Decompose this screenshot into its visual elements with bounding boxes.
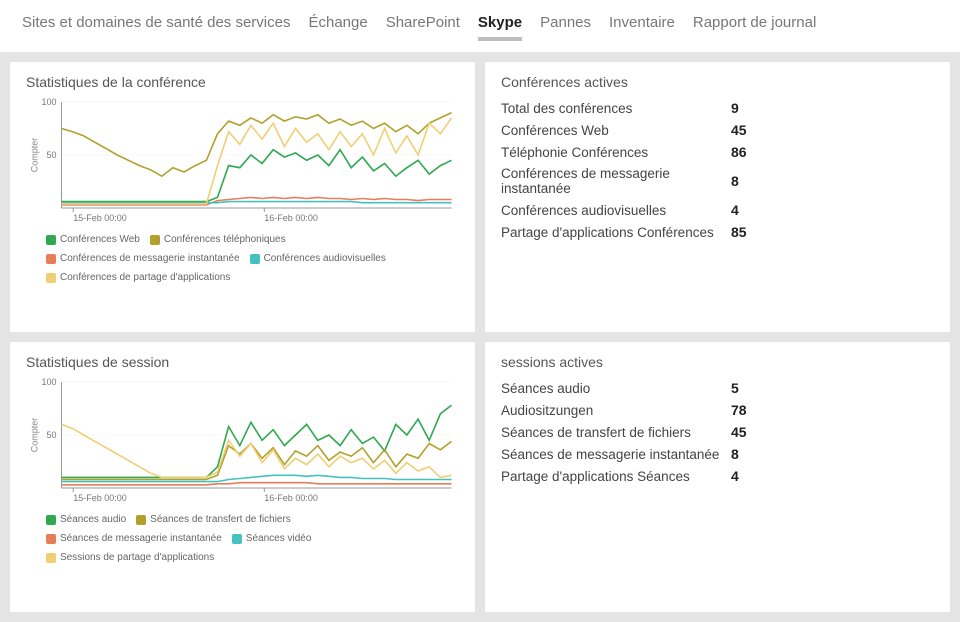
stat-value: 85 xyxy=(731,224,747,240)
session-stats-card: Statistiques de session 50 100 15-Feb 00:0… xyxy=(10,342,475,612)
stat-value: 45 xyxy=(731,424,747,440)
card-title: sessions actives xyxy=(501,354,934,370)
stat-row: Conférences audiovisuelles 4 xyxy=(501,202,934,218)
legend-swatch xyxy=(46,553,56,563)
legend-swatch xyxy=(250,254,260,264)
tab-pannes[interactable]: Pannes xyxy=(540,14,591,41)
legend-item: Conférences audiovisuelles xyxy=(250,251,386,266)
svg-text:Compter: Compter xyxy=(30,138,40,173)
svg-text:50: 50 xyxy=(46,150,56,160)
legend-swatch xyxy=(232,534,242,544)
stat-label: Séances de messagerie instantanée xyxy=(501,447,721,462)
chart-wrap: 50 100 15-Feb 00:00 16-Feb 00:00 Compter Séa… xyxy=(26,376,459,602)
stat-row: Partage d'applications Séances 4 xyxy=(501,468,934,484)
legend-swatch xyxy=(46,534,56,544)
svg-text:16-Feb 00:00: 16-Feb 00:00 xyxy=(264,493,318,503)
stat-value: 86 xyxy=(731,144,747,160)
legend-item: Séances audio xyxy=(46,512,126,527)
tab--change[interactable]: Échange xyxy=(308,14,367,41)
legend-item: Conférences téléphoniques xyxy=(150,232,286,247)
legend-swatch xyxy=(46,254,56,264)
stat-row: Conférences de messagerie instantanée 8 xyxy=(501,166,934,196)
stat-label: Total des conférences xyxy=(501,101,721,116)
card-title: Statistiques de la conférence xyxy=(26,74,459,90)
stat-row: Séances de messagerie instantanée 8 xyxy=(501,446,934,462)
svg-text:100: 100 xyxy=(41,377,56,387)
stat-row: Séances de transfert de fichiers 45 xyxy=(501,424,934,440)
legend-label: Conférences Web xyxy=(60,232,140,247)
legend-swatch xyxy=(46,515,56,525)
svg-text:15-Feb 00:00: 15-Feb 00:00 xyxy=(73,213,127,223)
stat-label: Conférences Web xyxy=(501,123,721,138)
svg-text:Compter: Compter xyxy=(30,418,40,453)
card-title: Statistiques de session xyxy=(26,354,459,370)
active-sessions-card: sessions actives Séances audio 5 Audiositz… xyxy=(485,342,950,612)
stat-label: Partage d'applications Conférences xyxy=(501,225,721,240)
stat-value: 5 xyxy=(731,380,739,396)
stat-value: 8 xyxy=(731,173,739,189)
legend-label: Conférences de messagerie instantanée xyxy=(60,251,240,266)
legend-swatch xyxy=(46,273,56,283)
stat-value: 9 xyxy=(731,100,739,116)
stat-row: Total des conférences 9 xyxy=(501,100,934,116)
legend-label: Séances de transfert de fichiers xyxy=(150,512,291,527)
legend-label: Séances audio xyxy=(60,512,126,527)
stat-value: 78 xyxy=(731,402,747,418)
tab-skype[interactable]: Skype xyxy=(478,14,522,41)
stat-row: Conférences Web 45 xyxy=(501,122,934,138)
stat-row: Audiositzungen 78 xyxy=(501,402,934,418)
legend-item: Sessions de partage d'applications xyxy=(46,550,214,565)
nav-tabs: Sites et domaines de santé des services É… xyxy=(0,0,960,52)
svg-text:16-Feb 00:00: 16-Feb 00:00 xyxy=(264,213,318,223)
conference-legend: Conférences Web Conférences téléphoniques… xyxy=(26,226,459,285)
legend-swatch xyxy=(136,515,146,525)
legend-label: Séances vidéo xyxy=(246,531,312,546)
stat-value: 45 xyxy=(731,122,747,138)
legend-swatch xyxy=(150,235,160,245)
legend-item: Séances de transfert de fichiers xyxy=(136,512,291,527)
dashboard-content: Statistiques de la conférence 50 100 15-Fe… xyxy=(0,52,960,622)
stat-label: Séances de transfert de fichiers xyxy=(501,425,721,440)
svg-text:15-Feb 00:00: 15-Feb 00:00 xyxy=(73,493,127,503)
legend-label: Conférences téléphoniques xyxy=(164,232,286,247)
stat-label: Audiositzungen xyxy=(501,403,721,418)
legend-label: Séances de messagerie instantanée xyxy=(60,531,222,546)
tab-inventaire[interactable]: Inventaire xyxy=(609,14,675,41)
session-legend: Séances audio Séances de transfert de fic… xyxy=(26,506,459,565)
legend-item: Séances de messagerie instantanée xyxy=(46,531,222,546)
session-chart: 50 100 15-Feb 00:00 16-Feb 00:00 Compter xyxy=(26,376,459,506)
tab-rapport-de-journal[interactable]: Rapport de journal xyxy=(693,14,816,41)
legend-label: Sessions de partage d'applications xyxy=(60,550,214,565)
stat-list: Total des conférences 9 Conférences Web 45 T… xyxy=(501,96,934,240)
stat-label: Téléphonie Conférences xyxy=(501,145,721,160)
legend-item: Séances vidéo xyxy=(232,531,312,546)
active-conferences-card: Conférences actives Total des conférence… xyxy=(485,62,950,332)
chart-wrap: 50 100 15-Feb 00:00 16-Feb 00:00 Compter Con… xyxy=(26,96,459,322)
stat-row: Téléphonie Conférences 86 xyxy=(501,144,934,160)
tab-sharepoint[interactable]: SharePoint xyxy=(386,14,460,41)
conference-stats-card: Statistiques de la conférence 50 100 15-Fe… xyxy=(10,62,475,332)
legend-item: Conférences de partage d'applications xyxy=(46,270,230,285)
stat-row: Séances audio 5 xyxy=(501,380,934,396)
tab-sites-et-domaines-de-sant-des-services[interactable]: Sites et domaines de santé des services xyxy=(22,14,290,41)
legend-item: Conférences Web xyxy=(46,232,140,247)
stat-row: Partage d'applications Conférences 85 xyxy=(501,224,934,240)
stat-label: Séances audio xyxy=(501,381,721,396)
legend-label: Conférences de partage d'applications xyxy=(60,270,230,285)
svg-text:50: 50 xyxy=(46,430,56,440)
legend-label: Conférences audiovisuelles xyxy=(264,251,386,266)
stat-label: Conférences de messagerie instantanée xyxy=(501,166,721,196)
stat-label: Partage d'applications Séances xyxy=(501,469,721,484)
legend-item: Conférences de messagerie instantanée xyxy=(46,251,240,266)
conference-chart: 50 100 15-Feb 00:00 16-Feb 00:00 Compter xyxy=(26,96,459,226)
stat-value: 8 xyxy=(731,446,739,462)
stat-value: 4 xyxy=(731,468,739,484)
stat-list: Séances audio 5 Audiositzungen 78 Séances de… xyxy=(501,376,934,484)
card-title: Conférences actives xyxy=(501,74,934,90)
stat-label: Conférences audiovisuelles xyxy=(501,203,721,218)
stat-value: 4 xyxy=(731,202,739,218)
svg-text:100: 100 xyxy=(41,97,56,107)
legend-swatch xyxy=(46,235,56,245)
